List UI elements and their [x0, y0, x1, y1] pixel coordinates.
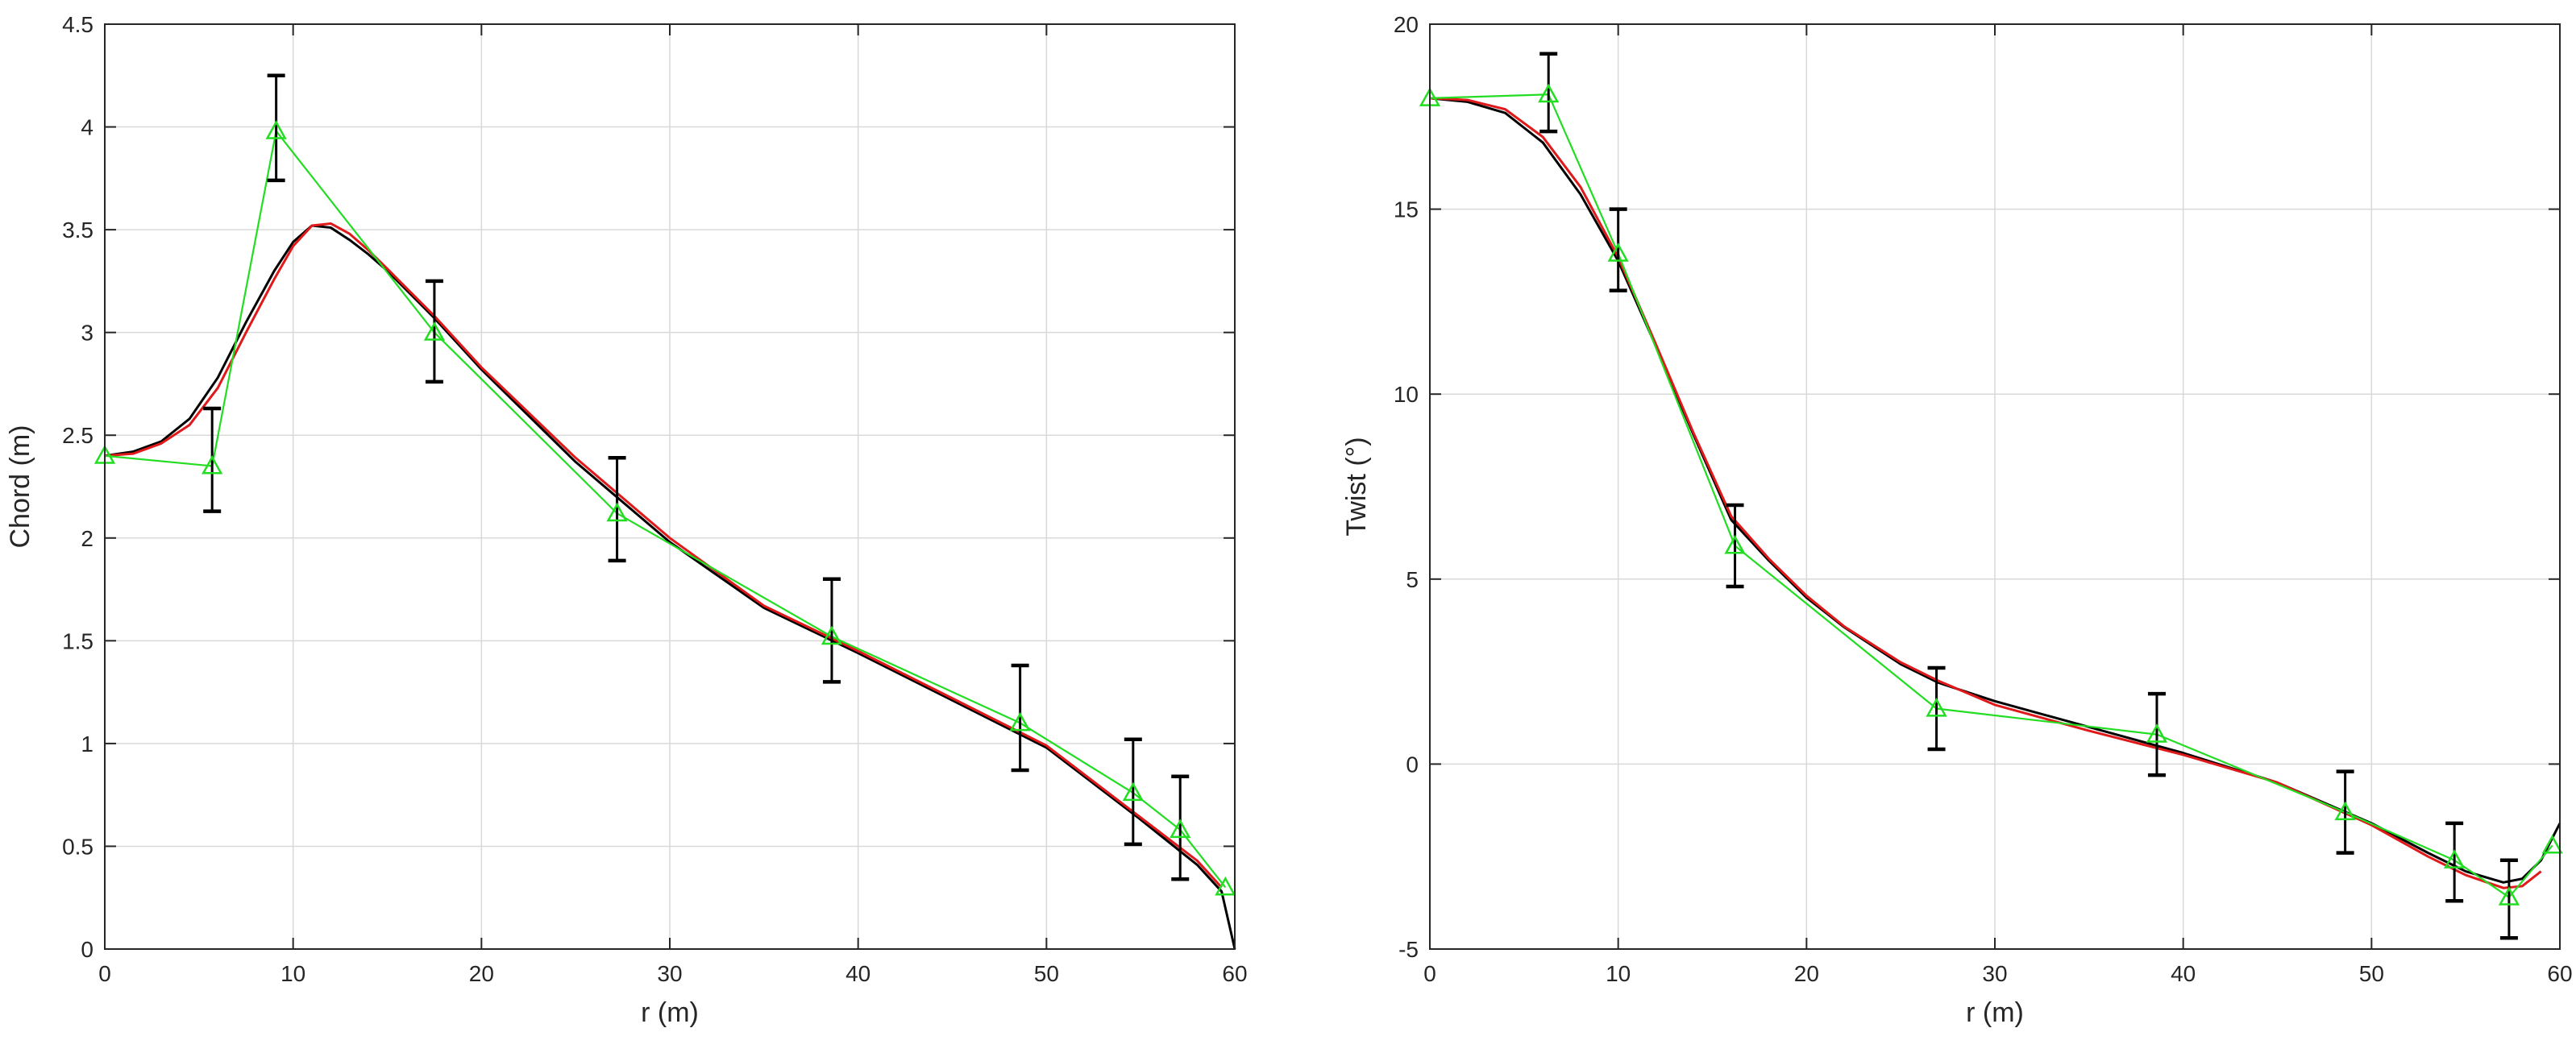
x-tick-label: 50 — [2359, 961, 2384, 986]
x-tick-label: 10 — [280, 961, 305, 986]
data-point-marker — [265, 120, 287, 139]
y-tick-label: 3.5 — [62, 218, 93, 242]
data-point-marker — [2498, 886, 2520, 906]
series-line-2 — [104, 130, 1227, 889]
data-point-marker — [2334, 801, 2356, 821]
y-tick-label: 3 — [81, 321, 93, 346]
y-tick-label: 20 — [1394, 12, 1419, 37]
data-point-marker — [202, 454, 223, 475]
x-axis-label: r (m) — [641, 997, 699, 1028]
data-point-marker — [2146, 723, 2168, 743]
x-tick-label: 30 — [1982, 961, 2007, 986]
x-tick-label: 60 — [1222, 961, 1247, 986]
data-point-marker — [606, 502, 628, 522]
data-point-marker — [1122, 781, 1144, 802]
y-axis-label: Chord (m) — [5, 425, 35, 548]
y-tick-label: 4 — [81, 115, 93, 140]
y-tick-label: -5 — [1398, 937, 1419, 962]
data-point-marker — [1724, 534, 1746, 554]
chord-chart: 0 10 20 30 40 50 60 0 0.5 1 1.5 2 2.5 3 3.5 4 4.5 r (m) Ch… — [5, 12, 1248, 1028]
series-line-0 — [1429, 97, 2561, 884]
y-tick-label: 15 — [1394, 197, 1419, 222]
data-point-marker — [821, 625, 843, 645]
data-point-marker — [423, 321, 446, 341]
data-point-marker — [2541, 834, 2563, 854]
x-axis-label: r (m) — [1966, 997, 2024, 1028]
y-axis-label: Twist (°) — [1341, 437, 1372, 536]
y-tick-label: 0 — [1406, 752, 1419, 777]
x-tick-label: 40 — [846, 961, 870, 986]
y-tick-label: 0.5 — [62, 834, 93, 859]
y-tick-label: 4.5 — [62, 12, 93, 37]
y-tick-label: 0 — [81, 937, 93, 962]
x-tick-label: 50 — [1034, 961, 1059, 986]
y-tick-label: 2.5 — [62, 423, 93, 448]
data-point-marker — [1009, 711, 1031, 732]
data-point-marker — [1926, 697, 1947, 717]
y-tick-label: 1 — [81, 732, 93, 756]
x-tick-label: 20 — [1794, 961, 1819, 986]
series-line-2 — [1429, 93, 2553, 898]
x-tick-label: 0 — [1423, 961, 1436, 986]
data-point-marker — [1215, 876, 1236, 896]
y-tick-label: 1.5 — [62, 628, 93, 653]
data-point-marker — [1538, 83, 1560, 103]
x-tick-label: 10 — [1606, 961, 1631, 986]
y-tick-label: 2 — [81, 526, 93, 551]
data-point-marker — [2444, 849, 2466, 868]
x-tick-label: 20 — [469, 961, 494, 986]
x-tick-label: 60 — [2547, 961, 2572, 986]
x-tick-label: 30 — [657, 961, 682, 986]
data-point-marker — [1170, 819, 1191, 839]
y-tick-label: 10 — [1394, 382, 1419, 407]
x-tick-label: 40 — [2171, 961, 2196, 986]
y-tick-label: 5 — [1406, 567, 1419, 592]
series-line-1 — [1429, 97, 2542, 889]
series-line-0 — [104, 224, 1236, 950]
data-point-marker — [1607, 242, 1629, 262]
x-tick-label: 0 — [98, 961, 111, 986]
